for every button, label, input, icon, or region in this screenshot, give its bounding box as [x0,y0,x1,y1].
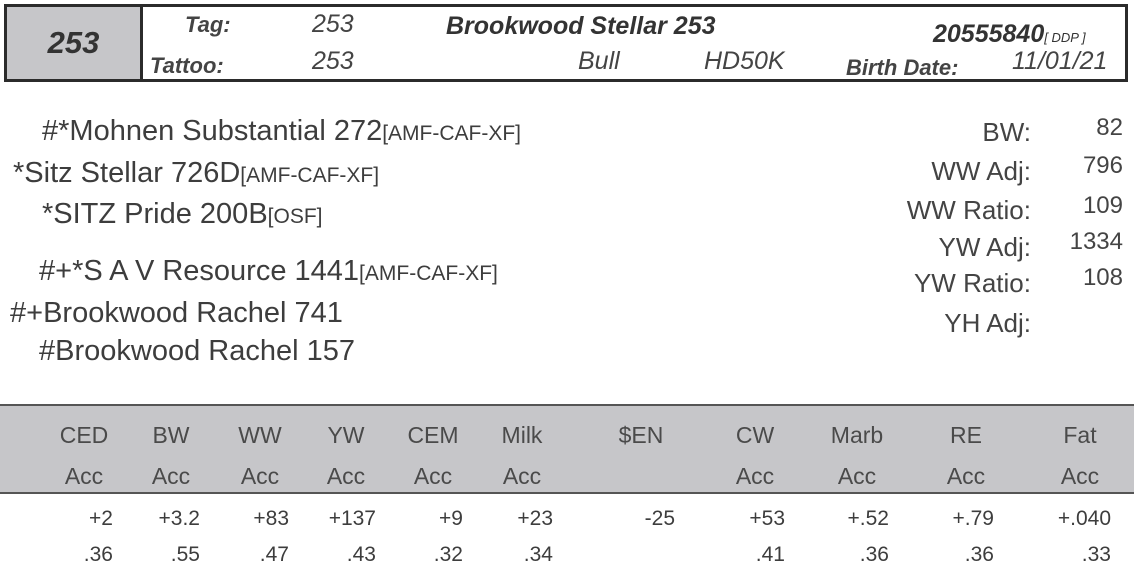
pedigree-sire-dam-reg: [OSF] [267,205,323,228]
registration-number: 20555840[ DDP ] [933,20,1086,49]
yw-adj-value: 1334 [1069,228,1123,255]
epd-fat-acc: .33 [1081,543,1111,566]
yw-adj-label: YW Adj: [938,232,1031,262]
epd-cem-value: +9 [439,507,463,530]
epd-milk-acc-label: Acc [502,463,542,489]
epd-ced-value: +2 [89,507,113,530]
epd-milk-acc: .34 [523,543,553,566]
tattoo-label: Tattoo: [150,53,224,78]
epd-re-value: +.79 [952,507,994,530]
pedigree-sire-sire-reg: [AMF-CAF-XF] [382,122,522,145]
epd-re-acc: .36 [964,543,994,566]
sex: Bull [578,47,620,75]
epd-cem-label: CEM [407,422,459,448]
epd-milk-value: +23 [517,507,553,530]
epd-ced-label: CED [59,422,109,448]
epd-ww-label: WW [238,422,282,448]
epd-ced-acc: .36 [83,543,113,566]
epd-fat-label: Fat [1063,422,1097,448]
yh-adj-label: YH Adj: [944,308,1031,338]
epd-bw-label: BW [152,422,190,448]
epd-marb-acc: .36 [859,543,889,566]
epd-ww-acc: .47 [259,543,289,566]
pedigree-sire-reg: [AMF-CAF-XF] [240,164,380,187]
birth-date-label: Birth Date: [846,55,959,80]
registration-number-value: 20555840 [933,20,1045,48]
tag-value: 253 [312,10,354,38]
pedigree-dam-dam: #Brookwood Rachel 157 [39,335,355,367]
ww-adj-value: 796 [1082,152,1123,179]
epd-cw-acc: .41 [755,543,785,566]
yw-ratio-label: YW Ratio: [913,268,1031,298]
pedigree-sire-dam-name: *SITZ Pride 200B [42,198,268,230]
bw-label: BW: [982,117,1031,147]
ww-ratio-label: WW Ratio: [906,195,1031,225]
animal-name: Brookwood Stellar 253 [446,12,716,40]
pedigree-sire-sire: #*Mohnen Substantial 272[AMF-CAF-XF] [42,115,521,148]
ww-adj-label: WW Adj: [931,156,1031,186]
epd-yw-acc: .43 [346,543,376,566]
tag-label: Tag: [185,12,231,37]
lot-number-box: 253 [7,7,143,79]
epd-fat-acc-label: Acc [1060,463,1100,489]
epd-ww-acc-label: Acc [240,463,280,489]
pedigree-sire-name: *Sitz Stellar 726D [13,157,241,189]
epd-header-band: CED Acc BW Acc WW Acc YW Acc CEM Acc Mil… [0,404,1134,494]
genomic-test: HD50K [704,47,785,75]
epd-cw-label: CW [735,422,775,448]
pedigree-dam-sire-reg: [AMF-CAF-XF] [359,262,498,285]
bw-value: 82 [1096,114,1123,141]
pedigree-dam-sire-name: #+*S A V Resource 1441 [39,255,360,287]
epd-re-acc-label: Acc [946,463,986,489]
lot-number: 253 [47,25,100,60]
epd-ced-acc-label: Acc [64,463,104,489]
epd-yw-acc-label: Acc [326,463,366,489]
epd-yw-value: +137 [328,507,376,530]
epd-cw-acc-label: Acc [735,463,775,489]
epd-marb-label: Marb [830,422,884,448]
pedigree-sire: *Sitz Stellar 726D[AMF-CAF-XF] [13,157,379,190]
epd-marb-acc-label: Acc [837,463,877,489]
ww-ratio-value: 109 [1082,192,1123,219]
pedigree-dam: #+Brookwood Rachel 741 [10,297,343,329]
epd-cem-acc-label: Acc [413,463,453,489]
birth-date: 11/01/21 [1012,47,1108,75]
tattoo-value: 253 [312,47,354,75]
epd-re-label: RE [950,422,982,448]
epd-en-value: -25 [644,507,675,530]
epd-fat-value: +.040 [1057,507,1111,530]
epd-yw-label: YW [327,422,365,448]
epd-ww-value: +83 [253,507,289,530]
pedigree-sire-sire-name: #*Mohnen Substantial 272 [42,115,383,147]
epd-bw-acc-label: Acc [151,463,191,489]
epd-bw-acc: .55 [170,543,200,566]
epd-cw-value: +53 [749,507,785,530]
animal-header: 253 Tag: 253 Tattoo: 253 Brookwood Stell… [4,4,1128,82]
epd-marb-value: +.52 [847,507,889,530]
epd-en-label: $EN [618,422,664,448]
pedigree-dam-sire: #+*S A V Resource 1441[AMF-CAF-XF] [39,255,498,288]
epd-cem-acc: .32 [433,543,463,566]
epd-bw-value: +3.2 [158,507,200,530]
pedigree-sire-dam: *SITZ Pride 200B[OSF] [42,198,323,231]
registration-suffix: [ DDP ] [1044,30,1086,45]
epd-milk-label: Milk [501,422,543,448]
yw-ratio-value: 108 [1082,264,1123,291]
